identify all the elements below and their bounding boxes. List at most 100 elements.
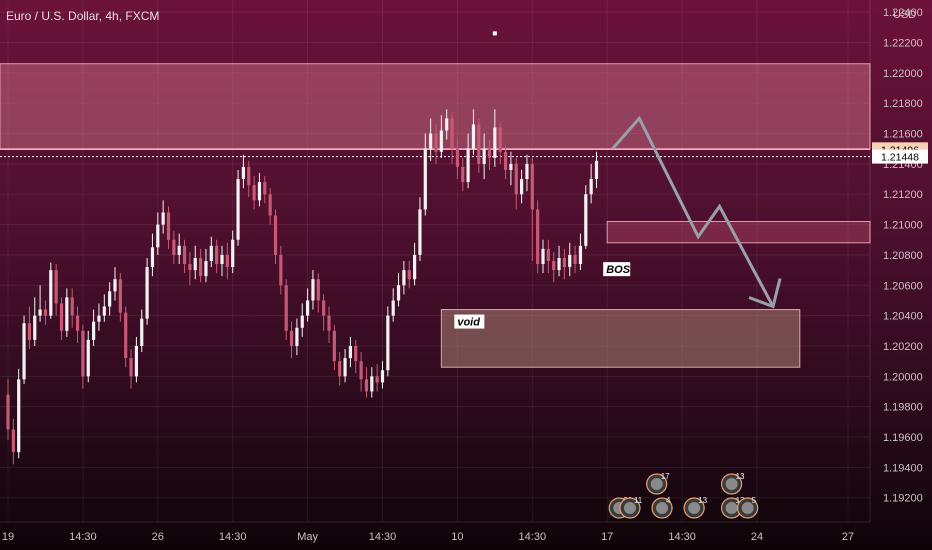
candle-body	[359, 361, 363, 380]
y-tick-label: 1.22000	[883, 68, 923, 80]
candle-body	[429, 133, 433, 149]
candle-body	[22, 323, 26, 380]
candle	[54, 264, 58, 316]
candle	[231, 230, 235, 274]
candle	[182, 239, 187, 274]
candle-body	[97, 315, 101, 322]
candle	[86, 330, 90, 383]
candle	[364, 367, 369, 398]
candle	[471, 109, 476, 155]
price-label-bg	[872, 149, 928, 164]
globe-icon	[688, 502, 701, 514]
candle-body	[75, 315, 80, 331]
candle	[166, 206, 171, 249]
globe-icon	[725, 502, 738, 514]
candle-body	[332, 330, 336, 362]
candle	[482, 133, 486, 180]
candle-body	[220, 254, 224, 265]
y-tick-label: 1.21200	[883, 189, 923, 201]
candle	[498, 121, 502, 164]
candle	[140, 309, 144, 353]
candle-body	[215, 245, 219, 265]
candle	[215, 239, 219, 274]
candle-body	[316, 279, 320, 301]
candle	[455, 139, 459, 180]
projection-arrowhead	[748, 278, 782, 309]
annotation-layer: BOS	[492, 31, 631, 277]
candle-body	[568, 254, 572, 268]
candle-body	[455, 148, 459, 167]
candle-body	[300, 315, 304, 328]
candle	[354, 339, 358, 374]
candle-body	[520, 179, 524, 195]
candle-body	[487, 148, 492, 158]
candle	[466, 133, 470, 189]
candle	[124, 306, 128, 368]
candle	[75, 306, 80, 343]
projection-layer	[611, 115, 782, 309]
candle-body	[273, 215, 278, 255]
event-icon-count: 5	[752, 496, 757, 505]
candle	[300, 303, 304, 337]
candle-body	[134, 345, 138, 377]
candle-body	[182, 245, 187, 265]
candle	[552, 251, 556, 283]
candle	[594, 151, 599, 189]
candle	[461, 157, 465, 192]
x-axis[interactable]: 19 14:30 26 14:30 May 14:30 10 14:30 17 14:30 24 27	[0, 521, 870, 543]
candle-body	[386, 315, 390, 371]
candle-body	[199, 257, 203, 277]
candle	[145, 257, 149, 325]
globe-icon	[656, 502, 669, 514]
marker-dot	[492, 31, 497, 36]
candle	[108, 282, 112, 316]
candle	[22, 315, 26, 384]
x-tick-label: 10	[451, 531, 463, 543]
y-axis[interactable]: 1.22400 1.22200 1.22000 1.21800 1.21600 1.214…	[869, 0, 932, 550]
candle-body	[257, 182, 262, 201]
candle-body	[54, 270, 58, 304]
candle-body	[150, 247, 155, 268]
candle-body	[348, 345, 352, 359]
x-tick-label: May	[297, 531, 318, 543]
candle	[370, 367, 374, 398]
y-tick-label: 1.19400	[883, 462, 923, 474]
candle	[525, 154, 529, 192]
candle	[11, 418, 15, 465]
candle-body	[536, 209, 540, 265]
candle-body	[252, 185, 256, 201]
x-tick-label: 27	[842, 531, 854, 543]
candle	[445, 109, 449, 140]
event-icon-count: 17	[661, 472, 670, 481]
x-tick-label: 14:30	[668, 531, 696, 543]
candle-body	[354, 345, 358, 362]
candle-body	[364, 379, 369, 392]
candle	[172, 230, 176, 265]
event-icon-count: 13	[736, 472, 745, 481]
projection-path	[611, 115, 775, 308]
candle	[568, 242, 572, 277]
candle-body	[118, 279, 122, 313]
candle-body	[552, 261, 556, 271]
candle	[97, 303, 101, 331]
candle-body	[439, 130, 443, 152]
candle-body	[279, 254, 283, 286]
events-layer[interactable]: 20114171313135	[608, 472, 759, 519]
event-icon[interactable]: 17	[646, 472, 670, 495]
candle-body	[584, 194, 588, 246]
candle	[589, 163, 593, 204]
event-icon[interactable]: 11	[619, 496, 643, 519]
y-tick-label: 1.19200	[883, 493, 923, 505]
event-icon[interactable]: 13	[720, 472, 745, 495]
event-icon[interactable]: 5	[737, 496, 759, 519]
candle-body	[338, 361, 342, 377]
candle-body	[541, 248, 545, 265]
candle	[177, 233, 181, 265]
y-tick-label: 1.19600	[883, 432, 923, 444]
candle	[252, 176, 256, 210]
event-icon[interactable]: 13	[683, 496, 708, 519]
candle-body	[113, 279, 117, 292]
candle-body	[578, 245, 583, 265]
event-icon[interactable]: 4	[651, 496, 673, 519]
